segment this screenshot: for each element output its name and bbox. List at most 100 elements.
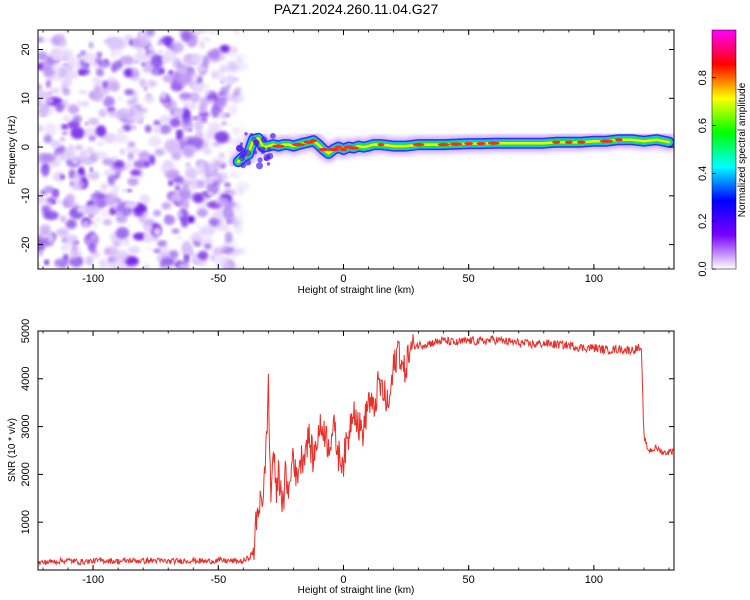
noise-blob <box>134 52 148 63</box>
ridge-peak <box>339 147 347 152</box>
noise-blob <box>192 85 201 91</box>
ridge-scatter <box>269 132 276 139</box>
noise-blob <box>178 186 192 199</box>
noise-blob <box>196 221 200 227</box>
noise-blob <box>87 171 100 181</box>
noise-blob <box>112 60 123 71</box>
ridge-scatter <box>240 162 247 169</box>
noise-blob <box>183 254 190 264</box>
noise-blob <box>46 98 54 103</box>
noise-blob <box>127 177 139 187</box>
ridge-peak <box>576 140 586 144</box>
noise-blob <box>233 217 244 227</box>
noise-blob <box>103 58 109 64</box>
noise-blob <box>95 198 106 210</box>
noise-blob <box>43 123 57 136</box>
y-tick-label: 0 <box>20 144 32 150</box>
noise-blob <box>191 116 200 121</box>
noise-blob <box>44 259 50 266</box>
noise-blob <box>233 226 244 234</box>
noise-blob <box>227 104 239 116</box>
noise-blob <box>219 92 223 96</box>
noise-blob <box>102 132 117 144</box>
noise-blob <box>88 220 96 224</box>
noise-blob <box>144 124 152 133</box>
noise-blob <box>108 109 117 118</box>
noise-blob <box>127 141 136 148</box>
noise-blob <box>71 157 80 165</box>
noise-blob <box>181 146 194 157</box>
noise-blob <box>115 214 128 224</box>
noise-blob <box>165 170 179 179</box>
noise-blob <box>97 48 101 54</box>
ridge-scatter <box>244 132 248 136</box>
noise-blob <box>143 231 154 244</box>
noise-blob <box>229 172 235 178</box>
noise-blob <box>42 67 55 78</box>
noise-blob <box>208 122 222 131</box>
noise-blob <box>176 211 184 218</box>
noise-blob <box>159 262 165 267</box>
noise-blob <box>131 125 137 131</box>
noise-blob <box>225 60 234 66</box>
snr-series <box>38 334 674 567</box>
noise-blob <box>128 245 141 255</box>
noise-blob <box>132 108 145 124</box>
noise-blob <box>95 125 107 137</box>
noise-blob <box>227 250 238 259</box>
noise-blob <box>88 242 97 253</box>
noise-blob <box>212 246 224 256</box>
y-tick-label: 2000 <box>20 462 32 486</box>
noise-blob <box>84 63 90 69</box>
noise-blob <box>51 141 62 148</box>
noise-blob <box>167 180 174 187</box>
noise-blob <box>159 124 172 135</box>
x-tick-label: 100 <box>585 574 603 586</box>
noise-blob <box>211 104 220 118</box>
noise-blob <box>184 246 193 254</box>
noise-blob <box>186 215 195 224</box>
noise-blob <box>196 30 204 35</box>
noise-blob <box>117 96 122 101</box>
noise-blob <box>176 235 183 240</box>
noise-blob <box>207 49 220 60</box>
noise-blob <box>64 30 68 34</box>
snr-plot-area <box>38 331 674 570</box>
noise-blob <box>197 250 209 261</box>
noise-blob <box>59 136 66 142</box>
noise-blob <box>102 158 115 166</box>
noise-blob <box>110 48 117 59</box>
noise-blob <box>137 150 151 161</box>
noise-blob <box>161 91 166 100</box>
noise-blob <box>124 68 133 78</box>
noise-blob <box>139 79 147 88</box>
noise-blob <box>179 264 187 269</box>
noise-blob <box>153 248 161 254</box>
noise-blob <box>83 132 87 137</box>
snr-x-label: Height of straight line (km) <box>298 585 415 596</box>
ridge-peak <box>599 139 614 143</box>
noise-blob <box>231 189 236 196</box>
noise-blob <box>198 111 210 118</box>
noise-blob <box>200 237 214 246</box>
noise-blob <box>91 222 99 229</box>
noise-blob <box>52 188 59 195</box>
noise-blob <box>193 193 203 203</box>
noise-blob <box>153 227 162 236</box>
noise-blob <box>184 201 190 209</box>
ridge-peak <box>614 138 623 142</box>
noise-blob <box>127 151 135 161</box>
noise-blob <box>50 47 63 62</box>
ridge-peak <box>449 142 463 146</box>
noise-blob <box>96 52 103 57</box>
noise-blob <box>196 208 208 218</box>
noise-blob <box>102 218 113 226</box>
noise-blob <box>226 219 233 225</box>
noise-blob <box>143 263 149 269</box>
noise-blob <box>220 244 229 253</box>
noise-blob <box>130 169 141 176</box>
noise-blob <box>113 160 124 169</box>
noise-blob <box>116 211 124 217</box>
ridge-peak <box>464 142 474 146</box>
ridge-peak <box>412 143 425 147</box>
